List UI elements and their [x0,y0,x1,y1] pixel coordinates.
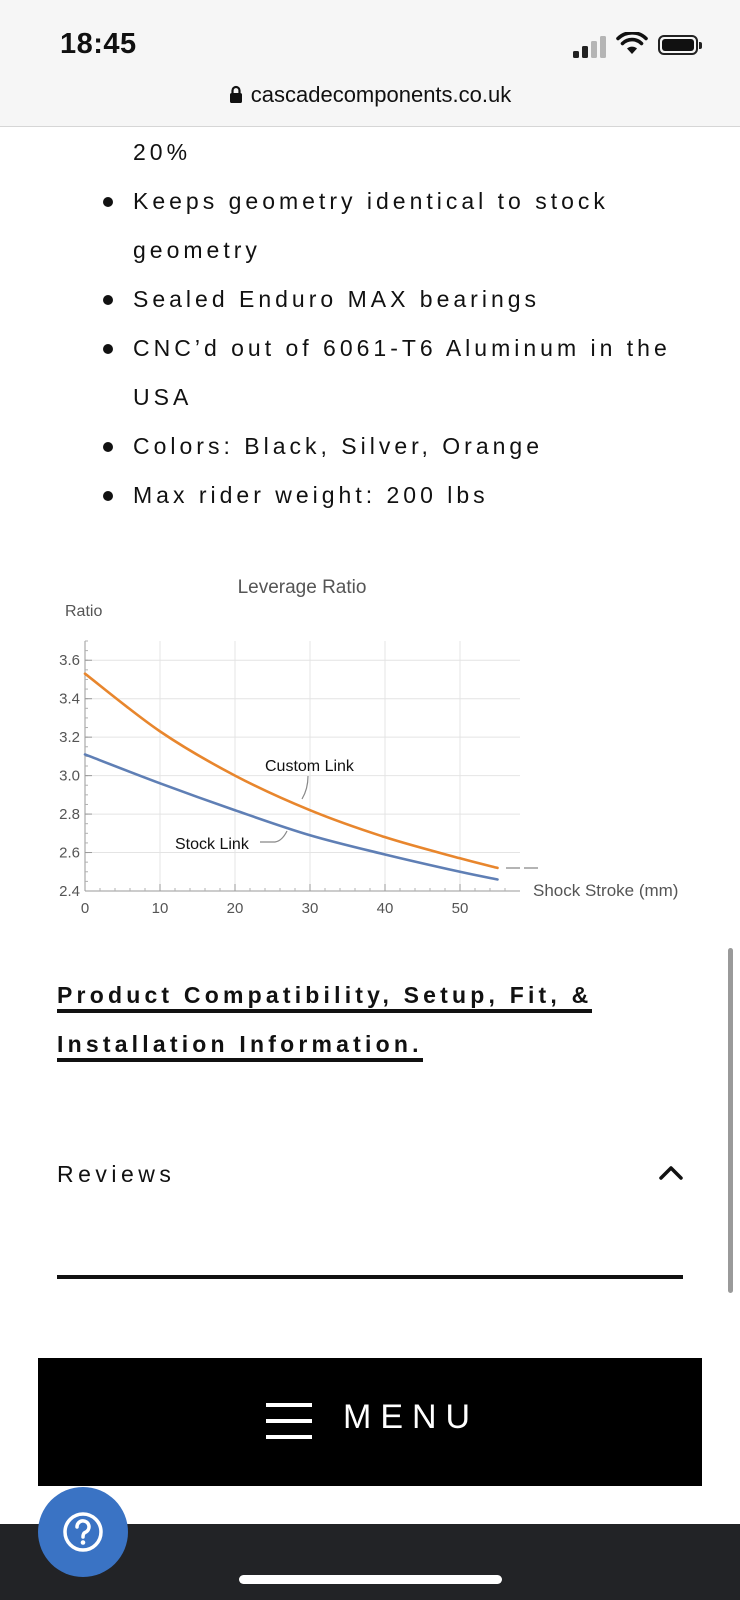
x-axis-label: Shock Stroke (mm) [533,881,678,900]
status-time: 18:45 [60,28,137,60]
feature-list: Progression increases to 28% from 20% Ke… [0,127,740,520]
x-tick-label: 50 [452,900,469,917]
question-mark-icon [63,1512,103,1552]
feature-item: Keeps geometry identical to stock geomet… [0,177,740,275]
url-bar[interactable]: cascadecomponents.co.uk [0,78,740,127]
help-button[interactable] [38,1487,128,1577]
compatibility-info-link[interactable]: Product Compatibility, Setup, Fit, & Ins… [57,971,697,1069]
series-label-custom-link: Custom Link [265,758,355,775]
chart-title: Leverage Ratio [238,579,367,598]
wifi-icon [616,32,648,54]
y-tick-label: 3.6 [59,652,80,669]
y-tick-label: 2.6 [59,845,80,862]
feature-item: Progression increases to 28% from 20% [0,127,740,177]
status-bar: 18:45 [0,0,740,78]
y-axis-label: Ratio [65,603,102,620]
feature-item: Colors: Black, Silver, Orange [0,422,740,471]
reviews-divider [57,1275,683,1279]
y-tick-label: 3.2 [59,729,80,746]
x-tick-label: 20 [227,900,244,917]
page-content: Progression increases to 28% from 20% Ke… [0,127,740,1357]
y-tick-label: 3.4 [59,691,80,708]
series-line-custom-link [83,672,499,870]
chevron-up-icon[interactable] [658,1165,684,1181]
feature-item: CNC’d out of 6061-T6 Aluminum in the USA [0,324,740,422]
menu-button[interactable]: MENU [38,1358,702,1486]
x-tick-label: 0 [81,900,89,917]
custom-link-leader [301,775,309,800]
battery-icon [658,35,702,55]
series-line-stock-link [83,753,499,881]
y-tick-label: 3.0 [59,768,80,785]
x-tick-label: 10 [152,900,169,917]
home-indicator[interactable] [239,1575,502,1584]
feature-item: Sealed Enduro MAX bearings [0,275,740,324]
x-tick-label: 40 [377,900,394,917]
series-label-stock-link: Stock Link [175,836,250,853]
leverage-ratio-chart: 0 10 20 30 40 50 2.4 2.6 2.8 3.0 3.2 3.4 3.6 Leverag… [59,579,678,917]
y-tick-label: 2.4 [59,883,80,900]
reviews-toggle[interactable]: Reviews [57,1161,176,1187]
x-tick-label: 30 [302,900,319,917]
stock-link-leader [260,830,288,843]
feature-item: Max rider weight: 200 lbs [0,471,740,520]
lock-icon [229,85,242,103]
menu-label: MENU [343,1398,480,1436]
y-tick-label: 2.8 [59,806,80,823]
page-scrollbar[interactable] [728,948,733,1293]
cellular-signal-icon [573,34,607,58]
compatibility-link-text: Product Compatibility, Setup, Fit, & Ins… [57,982,593,1062]
url-text: cascadecomponents.co.uk [250,82,512,107]
hamburger-icon [266,1403,312,1439]
